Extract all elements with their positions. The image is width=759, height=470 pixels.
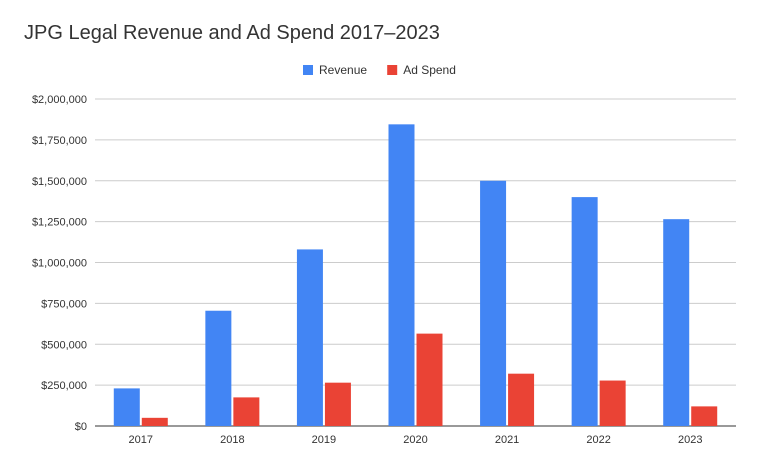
y-tick-label: $750,000	[41, 298, 87, 310]
legend-swatch	[303, 65, 313, 75]
bar-revenue	[571, 197, 598, 426]
x-tick-label: 2022	[586, 434, 610, 446]
bar-revenue	[388, 124, 415, 426]
y-tick-label: $1,250,000	[32, 217, 87, 229]
bar-revenue	[113, 388, 140, 426]
bar-revenue	[205, 310, 232, 426]
x-tick-label: 2019	[312, 434, 336, 446]
bar-ad-spend	[691, 406, 718, 426]
legend-label: Revenue	[319, 63, 367, 77]
bar-ad-spend	[141, 417, 168, 426]
y-tick-label: $1,750,000	[32, 135, 87, 147]
y-tick-label: $1,000,000	[32, 258, 87, 270]
y-tick-label: $2,000,000	[32, 94, 87, 106]
legend-swatch	[387, 65, 398, 75]
y-tick-label: $0	[75, 421, 87, 433]
x-tick-label: 2017	[129, 434, 153, 446]
bar-revenue	[296, 249, 323, 426]
y-tick-label: $250,000	[41, 380, 87, 392]
chart-title: JPG Legal Revenue and Ad Spend 2017–2023	[24, 22, 440, 44]
bar-ad-spend	[324, 382, 351, 426]
bar-revenue	[663, 219, 690, 426]
bar-ad-spend	[508, 373, 535, 426]
y-tick-label: $500,000	[41, 339, 87, 351]
bar-ad-spend	[416, 333, 443, 426]
bar-ad-spend	[233, 397, 260, 426]
bar-ad-spend	[599, 380, 626, 426]
bar-revenue	[480, 180, 507, 426]
y-tick-label: $1,500,000	[32, 176, 87, 188]
legend-label: Ad Spend	[403, 63, 456, 77]
x-tick-label: 2023	[678, 434, 702, 446]
x-tick-label: 2021	[495, 434, 519, 446]
x-tick-label: 2020	[403, 434, 427, 446]
x-tick-label: 2018	[220, 434, 244, 446]
